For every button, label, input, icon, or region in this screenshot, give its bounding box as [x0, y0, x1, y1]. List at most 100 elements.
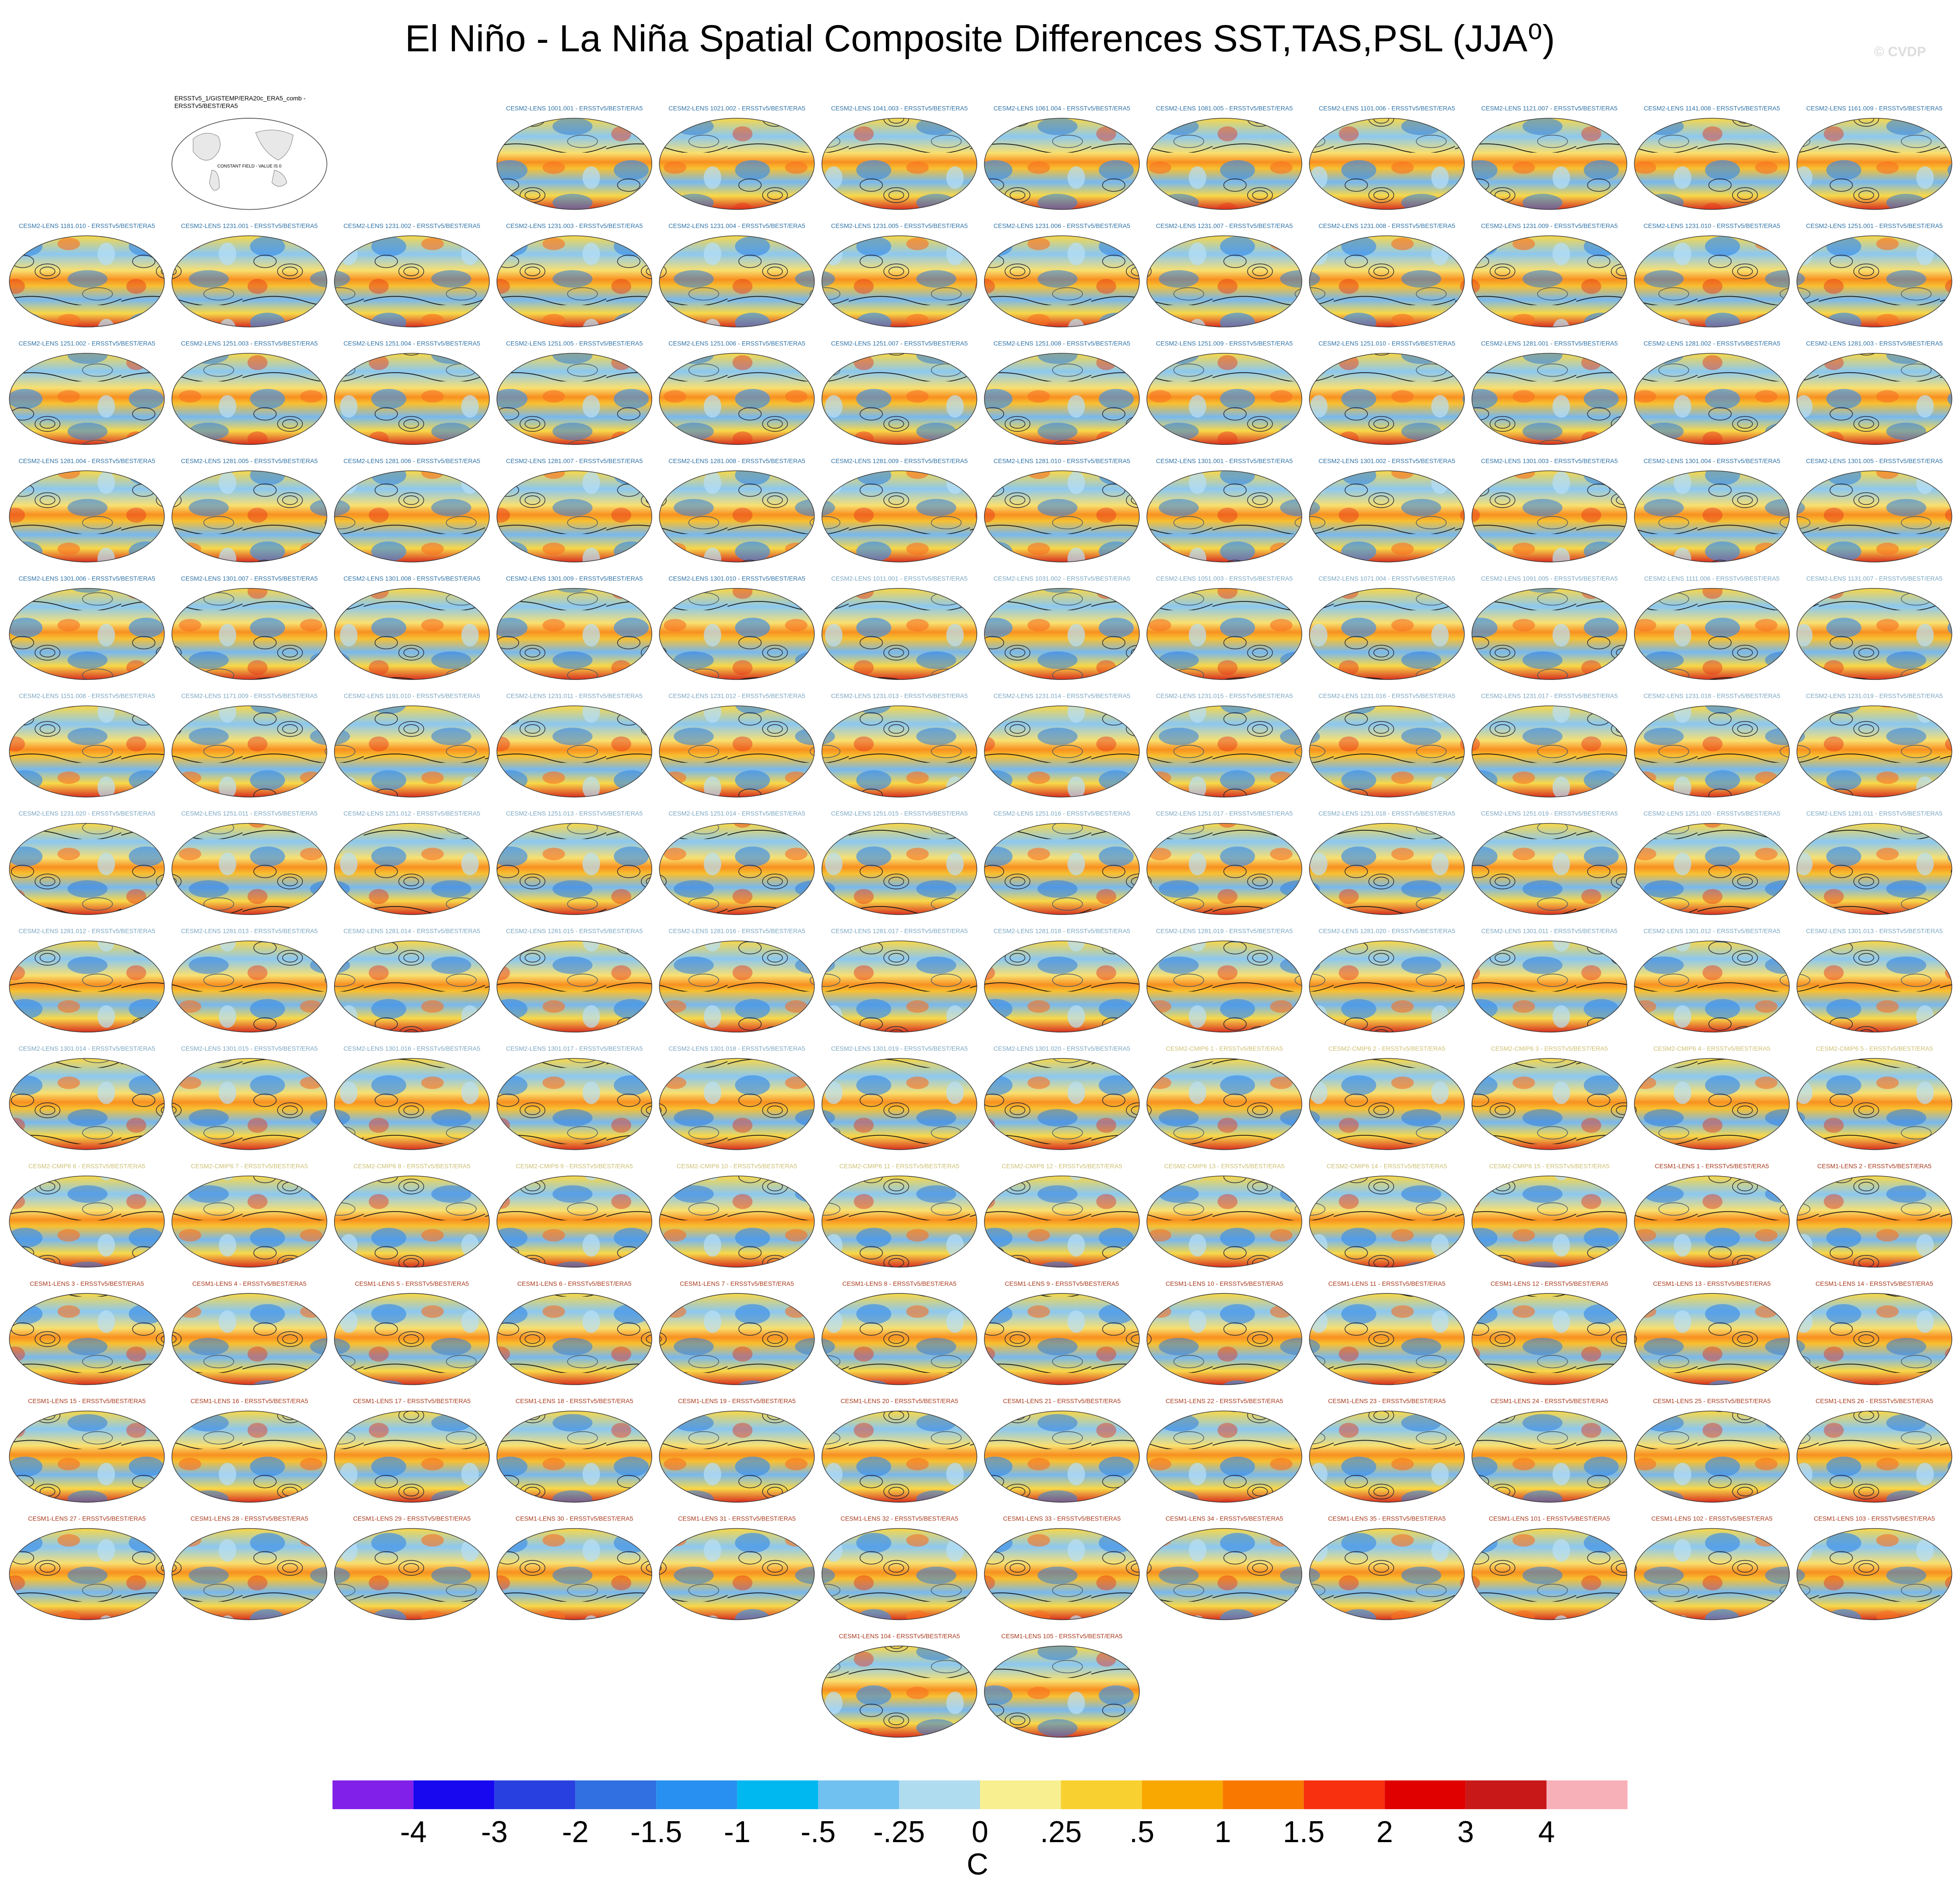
map-overlay: [9, 588, 165, 680]
map-overlay: [659, 1410, 815, 1503]
map-overlay: [171, 470, 327, 563]
map-overlay: [659, 353, 815, 445]
panel-title: CESM1-LENS 10 - ERSSTv5/BEST/ERA5: [1166, 1280, 1283, 1287]
panel-title: CESM2-LENS 1191.010 - ERSSTv5/BEST/ERA5: [344, 692, 480, 700]
map-overlay: [9, 823, 165, 915]
panel-title: CESM2-LENS 1151.008 - ERSSTv5/BEST/ERA5: [19, 692, 155, 700]
map-overlay: [984, 1176, 1140, 1268]
panel-title: CESM2-LENS 1281.017 - ERSSTv5/BEST/ERA5: [831, 928, 968, 935]
colorbar-label: -2: [562, 1815, 589, 1849]
map-overlay: [1796, 1293, 1952, 1385]
panel-title: CESM2-LENS 1301.019 - ERSSTv5/BEST/ERA5: [831, 1045, 968, 1052]
map-overlay: [1472, 235, 1627, 327]
panel-title: CESM2-LENS 1281.010 - ERSSTv5/BEST/ERA5: [993, 457, 1130, 464]
colorbar-unit: C: [967, 1848, 988, 1881]
map-overlay: [1146, 588, 1303, 680]
panel-title: CESM1-LENS 13 - ERSSTv5/BEST/ERA5: [1653, 1280, 1771, 1287]
panel-title: CESM2-CMIP6 3 - ERSSTv5/BEST/ERA5: [1491, 1045, 1608, 1052]
map-overlay: [334, 823, 490, 915]
colorbar-box: [1546, 1780, 1628, 1810]
map-overlay: [1796, 1410, 1952, 1503]
map-overlay: [1796, 705, 1952, 798]
panel-title: CESM2-CMIP6 1 - ERSSTv5/BEST/ERA5: [1166, 1045, 1283, 1052]
map-overlay: [821, 235, 977, 327]
panel-title: CESM2-CMIP6 15 - ERSSTv5/BEST/ERA5: [1489, 1162, 1609, 1169]
map-overlay: [984, 1410, 1140, 1503]
map-overlay: [821, 1528, 977, 1620]
panel-title: CESM1-LENS 9 - ERSSTv5/BEST/ERA5: [1005, 1280, 1119, 1287]
panel-title: CESM1-LENS 104 - ERSSTv5/BEST/ERA5: [839, 1632, 960, 1640]
map-overlay: [1472, 1058, 1627, 1150]
panel-title: CESM1-LENS 27 - ERSSTv5/BEST/ERA5: [28, 1515, 146, 1522]
panel-title: CESM2-LENS 1281.004 - ERSSTv5/BEST/ERA5: [18, 457, 155, 464]
panel-title: CESM1-LENS 29 - ERSSTv5/BEST/ERA5: [353, 1515, 471, 1522]
map-overlay: [659, 823, 815, 915]
panel-title: CESM1-LENS 18 - ERSSTv5/BEST/ERA5: [516, 1397, 633, 1404]
map-overlay: [1472, 940, 1627, 1033]
panel-title: CESM2-LENS 1231.007 - ERSSTv5/BEST/ERA5: [1156, 222, 1293, 229]
map-overlay: [659, 1293, 815, 1385]
panel-title: CESM2-LENS 1251.005 - ERSSTv5/BEST/ERA5: [506, 340, 643, 347]
panel-title: CESM2-LENS 1281.009 - ERSSTv5/BEST/ERA5: [831, 457, 968, 464]
map-overlay: [659, 1058, 815, 1150]
panel-title: CESM2-LENS 1281.013 - ERSSTv5/BEST/ERA5: [181, 928, 318, 935]
colorbar-box: [1385, 1780, 1466, 1810]
map-overlay: [1634, 118, 1790, 210]
panel-title: CESM2-LENS 1251.006 - ERSSTv5/BEST/ERA5: [669, 340, 806, 347]
obs-land: [193, 129, 294, 191]
map-overlay: [1796, 1058, 1952, 1150]
panel-title: CESM2-LENS 1301.020 - ERSSTv5/BEST/ERA5: [993, 1045, 1130, 1052]
map-overlay: [821, 118, 977, 210]
panel-title: CESM2-LENS 1281.007 - ERSSTv5/BEST/ERA5: [506, 457, 643, 464]
panel-title: CESM2-LENS 1021.002 - ERSSTv5/BEST/ERA5: [669, 105, 806, 112]
map-overlay: [1796, 118, 1952, 210]
panel-title: CESM2-LENS 1231.018 - ERSSTv5/BEST/ERA5: [1643, 692, 1780, 700]
map-overlay: [334, 1528, 490, 1620]
panel-title: CESM2-LENS 1281.002 - ERSSTv5/BEST/ERA5: [1643, 340, 1780, 347]
panel-title: CESM2-LENS 1161.009 - ERSSTv5/BEST/ERA5: [1806, 105, 1943, 112]
panel-title: CESM1-LENS 22 - ERSSTv5/BEST/ERA5: [1166, 1397, 1283, 1404]
map-overlay: [496, 705, 653, 798]
panel-title: CESM2-LENS 1031.002 - ERSSTv5/BEST/ERA5: [993, 575, 1130, 582]
map-overlay: [171, 588, 327, 680]
panel-title: CESM1-LENS 21 - ERSSTv5/BEST/ERA5: [1003, 1397, 1121, 1404]
map-overlay: [821, 1058, 977, 1150]
panel-title: CESM2-LENS 1011.001 - ERSSTv5/BEST/ERA5: [831, 575, 968, 582]
map-overlay: [821, 1645, 977, 1738]
colorbar-box: [656, 1780, 737, 1810]
map-overlay: [1309, 705, 1465, 798]
map-overlay: [821, 470, 977, 563]
map-overlay: [9, 1528, 165, 1620]
panel-title: CESM2-LENS 1301.005 - ERSSTv5/BEST/ERA5: [1806, 457, 1943, 464]
panel-title: CESM2-LENS 1231.005 - ERSSTv5/BEST/ERA5: [831, 222, 968, 229]
map-overlay: [984, 1528, 1140, 1620]
map-overlay: [1146, 940, 1303, 1033]
colorbar-label: .25: [1040, 1815, 1082, 1849]
map-overlay: [1796, 1528, 1952, 1620]
map-overlay: [9, 1176, 165, 1268]
colorbar-box: [1061, 1780, 1142, 1810]
panel-title: CESM2-LENS 1251.001 - ERSSTv5/BEST/ERA5: [1806, 222, 1943, 229]
map-overlay: [171, 235, 327, 327]
map-overlay: [1634, 588, 1790, 680]
obs-title: ERSSTv5/BEST/ERA5: [174, 102, 238, 109]
map-overlay: [9, 235, 165, 327]
panel-title: CESM2-CMIP6 14 - ERSSTv5/BEST/ERA5: [1327, 1162, 1447, 1169]
panel-title: CESM2-LENS 1081.005 - ERSSTv5/BEST/ERA5: [1156, 105, 1293, 112]
panel-title: CESM2-LENS 1231.019 - ERSSTv5/BEST/ERA5: [1806, 692, 1943, 700]
map-overlay: [171, 1528, 327, 1620]
panel-title: CESM2-LENS 1301.010 - ERSSTv5/BEST/ERA5: [669, 575, 806, 582]
colorbar-box: [1141, 1780, 1223, 1810]
panel-title: CESM1-LENS 5 - ERSSTv5/BEST/ERA5: [355, 1280, 469, 1287]
map-overlay: [496, 940, 653, 1033]
map-overlay: [496, 823, 653, 915]
panel-title: CESM2-LENS 1251.011 - ERSSTv5/BEST/ERA5: [181, 810, 318, 817]
panel-title: CESM2-LENS 1251.003 - ERSSTv5/BEST/ERA5: [181, 340, 318, 347]
panel-title: CESM2-CMIP6 10 - ERSSTv5/BEST/ERA5: [677, 1162, 797, 1169]
panel-title: CESM2-LENS 1231.010 - ERSSTv5/BEST/ERA5: [1643, 222, 1780, 229]
map-overlay: [659, 588, 815, 680]
panel-title: CESM2-LENS 1281.012 - ERSSTv5/BEST/ERA5: [18, 928, 155, 935]
panel-title: CESM2-LENS 1301.018 - ERSSTv5/BEST/ERA5: [669, 1045, 806, 1052]
panel-title: CESM1-LENS 11 - ERSSTv5/BEST/ERA5: [1328, 1280, 1446, 1287]
panel-title: CESM1-LENS 8 - ERSSTv5/BEST/ERA5: [842, 1280, 956, 1287]
